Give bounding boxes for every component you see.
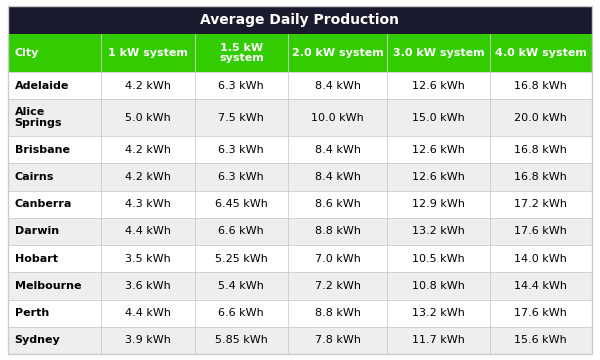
Text: 15.0 kWh: 15.0 kWh	[412, 113, 465, 123]
Text: 5.25 kWh: 5.25 kWh	[215, 254, 268, 264]
Text: Average Daily Production: Average Daily Production	[200, 13, 400, 27]
Text: City: City	[14, 48, 39, 58]
Text: 17.6 kWh: 17.6 kWh	[514, 308, 567, 318]
Text: 4.0 kW system: 4.0 kW system	[495, 48, 587, 58]
Bar	[8, 163, 592, 191]
Bar	[8, 218, 592, 245]
Text: 20.0 kWh: 20.0 kWh	[514, 113, 567, 123]
Text: 11.7 kWh: 11.7 kWh	[412, 336, 465, 345]
Text: 4.2 kWh: 4.2 kWh	[125, 145, 171, 155]
Text: 6.6 kWh: 6.6 kWh	[218, 308, 264, 318]
Bar	[8, 72, 592, 99]
Text: 16.8 kWh: 16.8 kWh	[514, 172, 567, 182]
Text: 3.0 kW system: 3.0 kW system	[392, 48, 484, 58]
Text: 6.6 kWh: 6.6 kWh	[218, 226, 264, 237]
Text: 5.85 kWh: 5.85 kWh	[215, 336, 268, 345]
Text: 17.2 kWh: 17.2 kWh	[514, 199, 568, 209]
Text: Sydney: Sydney	[14, 336, 60, 345]
Bar	[8, 34, 592, 72]
Text: 7.2 kWh: 7.2 kWh	[314, 281, 361, 291]
Text: 8.4 kWh: 8.4 kWh	[314, 172, 361, 182]
Text: 4.2 kWh: 4.2 kWh	[125, 172, 171, 182]
Text: 6.3 kWh: 6.3 kWh	[218, 172, 264, 182]
Text: Hobart: Hobart	[14, 254, 58, 264]
Text: 3.6 kWh: 3.6 kWh	[125, 281, 171, 291]
Text: Alice
Springs: Alice Springs	[14, 107, 62, 128]
Text: 15.6 kWh: 15.6 kWh	[514, 336, 567, 345]
Bar	[8, 300, 592, 327]
Text: 6.45 kWh: 6.45 kWh	[215, 199, 268, 209]
Bar	[8, 6, 592, 34]
Text: Canberra: Canberra	[14, 199, 72, 209]
Text: 7.5 kWh: 7.5 kWh	[218, 113, 264, 123]
Text: 3.5 kWh: 3.5 kWh	[125, 254, 171, 264]
Text: 12.9 kWh: 12.9 kWh	[412, 199, 465, 209]
Text: 5.4 kWh: 5.4 kWh	[218, 281, 264, 291]
Text: 16.8 kWh: 16.8 kWh	[514, 145, 567, 155]
Text: 1 kW system: 1 kW system	[108, 48, 188, 58]
Text: 6.3 kWh: 6.3 kWh	[218, 145, 264, 155]
Bar	[8, 136, 592, 163]
Bar	[8, 6, 592, 34]
Text: 4.4 kWh: 4.4 kWh	[125, 226, 171, 237]
Text: 10.5 kWh: 10.5 kWh	[412, 254, 465, 264]
Text: 17.6 kWh: 17.6 kWh	[514, 226, 567, 237]
Text: 12.6 kWh: 12.6 kWh	[412, 172, 465, 182]
Text: 14.0 kWh: 14.0 kWh	[514, 254, 567, 264]
Text: 8.8 kWh: 8.8 kWh	[314, 226, 361, 237]
Text: 16.8 kWh: 16.8 kWh	[514, 81, 567, 91]
Text: 7.8 kWh: 7.8 kWh	[314, 336, 361, 345]
Text: 4.4 kWh: 4.4 kWh	[125, 308, 171, 318]
Text: 13.2 kWh: 13.2 kWh	[412, 308, 465, 318]
Text: 8.8 kWh: 8.8 kWh	[314, 308, 361, 318]
Text: 10.0 kWh: 10.0 kWh	[311, 113, 364, 123]
Bar	[8, 99, 592, 136]
Text: Darwin: Darwin	[14, 226, 59, 237]
Text: 8.6 kWh: 8.6 kWh	[314, 199, 361, 209]
Text: 1.5 kW
system: 1.5 kW system	[219, 42, 263, 63]
Text: 10.8 kWh: 10.8 kWh	[412, 281, 465, 291]
Bar	[8, 272, 592, 300]
Text: 4.3 kWh: 4.3 kWh	[125, 199, 171, 209]
Text: 12.6 kWh: 12.6 kWh	[412, 81, 465, 91]
Text: Adelaide: Adelaide	[14, 81, 69, 91]
Text: 2.0 kW system: 2.0 kW system	[292, 48, 383, 58]
Text: 3.9 kWh: 3.9 kWh	[125, 336, 171, 345]
Bar	[8, 191, 592, 218]
Text: 8.4 kWh: 8.4 kWh	[314, 145, 361, 155]
Text: 6.3 kWh: 6.3 kWh	[218, 81, 264, 91]
Text: 7.0 kWh: 7.0 kWh	[314, 254, 361, 264]
Text: 8.4 kWh: 8.4 kWh	[314, 81, 361, 91]
Text: Perth: Perth	[14, 308, 49, 318]
Text: Cairns: Cairns	[14, 172, 54, 182]
Bar	[8, 327, 592, 354]
Text: 13.2 kWh: 13.2 kWh	[412, 226, 465, 237]
Text: Melbourne: Melbourne	[14, 281, 81, 291]
Bar	[8, 245, 592, 272]
Text: 14.4 kWh: 14.4 kWh	[514, 281, 568, 291]
Text: 12.6 kWh: 12.6 kWh	[412, 145, 465, 155]
Text: Brisbane: Brisbane	[14, 145, 70, 155]
Text: 5.0 kWh: 5.0 kWh	[125, 113, 171, 123]
Text: 4.2 kWh: 4.2 kWh	[125, 81, 171, 91]
